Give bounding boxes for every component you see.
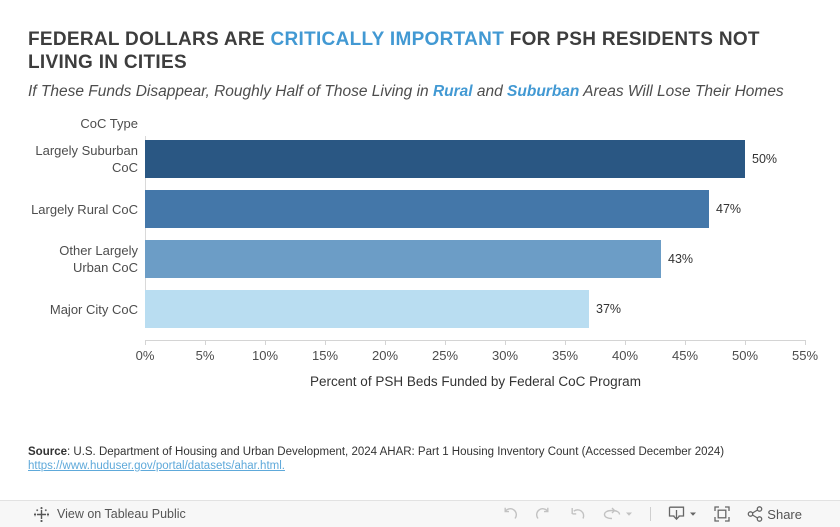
refresh-caret-icon: [626, 512, 633, 516]
x-axis-tick-label: 55%: [791, 348, 819, 363]
x-axis-tick: [565, 340, 566, 345]
tableau-logo-icon: [34, 506, 49, 522]
download-icon: [669, 506, 685, 521]
source-note: Source: U.S. Department of Housing and U…: [28, 445, 808, 473]
x-axis-tick-label: 25%: [431, 348, 459, 363]
subtitle-accent-rural: Rural: [432, 83, 473, 100]
x-axis-tick-label: 10%: [251, 348, 279, 363]
toolbar-actions: Share: [501, 506, 840, 522]
category-column-header: CoC Type: [80, 116, 138, 131]
bar-category-label: Largely Suburban CoC: [35, 143, 138, 175]
download-button[interactable]: [668, 506, 697, 522]
revert-button[interactable]: [569, 507, 586, 521]
view-on-tableau-public-label: View on Tableau Public: [57, 507, 186, 521]
x-axis-tick: [205, 340, 206, 345]
share-icon: [747, 506, 763, 522]
bar-zone: 37%: [145, 290, 805, 328]
x-axis-tick-label: 45%: [671, 348, 699, 363]
share-label: Share: [767, 506, 802, 522]
undo-icon: [504, 507, 518, 519]
x-axis-tick: [145, 340, 146, 345]
redo-icon: [536, 507, 549, 519]
header: FEDERAL DOLLARS ARE CRITICALLY IMPORTANT…: [0, 0, 840, 102]
x-axis-tick-label: 40%: [611, 348, 639, 363]
bar-value-label: 47%: [716, 202, 742, 216]
x-axis-tick-label: 5%: [195, 348, 215, 363]
fullscreen-button[interactable]: [714, 506, 730, 522]
download-caret-icon: [690, 512, 697, 516]
fullscreen-icon: [714, 506, 730, 522]
x-axis-tick-label: 0%: [135, 348, 155, 363]
bar-value-label: 50%: [752, 152, 778, 166]
bar-category-label: Other Largely Urban CoC: [59, 243, 138, 275]
bar-row: Other Largely Urban CoC 43%: [28, 240, 840, 278]
undo-button[interactable]: [501, 507, 518, 521]
bar-category-label: Major City CoC: [49, 301, 138, 317]
share-button[interactable]: Share: [747, 506, 802, 522]
bar-zone: 43%: [145, 240, 805, 278]
x-axis-tick: [445, 340, 446, 345]
bar-value-label: 37%: [596, 302, 622, 316]
x-axis-title: Percent of PSH Beds Funded by Federal Co…: [310, 374, 641, 389]
subtitle-accent-suburban: Suburban: [507, 83, 580, 100]
subtitle-text: If These Funds Disappear, Roughly Half o…: [28, 83, 433, 100]
x-axis-tick-label: 15%: [311, 348, 339, 363]
bar-zone: 50%: [145, 140, 805, 178]
x-axis-tick: [325, 340, 326, 345]
toolbar-divider: [650, 507, 652, 521]
bar-row: Largely Rural CoC 47%: [28, 190, 840, 228]
bar-category-label: Largely Rural CoC: [31, 201, 138, 217]
x-axis-tick: [745, 340, 746, 345]
revert-icon: [571, 508, 585, 519]
chart-rows: Largely Suburban CoC 50% Largely Rural CoC…: [28, 136, 840, 328]
x-axis-tick-label: 30%: [491, 348, 519, 363]
bar-largely-rural-coc[interactable]: [145, 190, 709, 228]
title-text-2: FOR PSH RESIDENTS NOT LIVING IN CITIES: [28, 29, 760, 73]
bar-row: Major City CoC 37%: [28, 290, 840, 328]
bar-largely-suburban-coc[interactable]: [145, 140, 745, 178]
x-axis-tick-label: 50%: [731, 348, 759, 363]
page-title: FEDERAL DOLLARS ARE CRITICALLY IMPORTANT…: [28, 28, 803, 74]
bar-value-label: 43%: [668, 252, 694, 266]
source-line: Source: U.S. Department of Housing and U…: [28, 445, 808, 459]
source-label: Source: [28, 446, 67, 458]
x-axis-tick: [805, 340, 806, 345]
bar-row: Largely Suburban CoC 50%: [28, 140, 840, 178]
subtitle-text-3: Areas Will Lose Their Homes: [579, 83, 784, 100]
redo-button[interactable]: [535, 507, 552, 521]
refresh-button[interactable]: [603, 507, 633, 521]
tableau-toolbar: View on Tableau Public: [0, 500, 840, 527]
bar-major-city-coc[interactable]: [145, 290, 589, 328]
page-subtitle: If These Funds Disappear, Roughly Half o…: [28, 81, 788, 102]
source-text: : U.S. Department of Housing and Urban D…: [67, 446, 725, 458]
x-axis-tick: [385, 340, 386, 345]
y-axis-line: [145, 136, 146, 328]
title-text: FEDERAL DOLLARS ARE: [28, 29, 271, 50]
bar-chart: CoC Type Largely Suburban CoC 50% Largely …: [0, 116, 840, 389]
refresh-icon: [604, 507, 621, 520]
title-accent-text: CRITICALLY IMPORTANT: [270, 29, 505, 50]
x-axis-tick: [505, 340, 506, 345]
view-on-tableau-public-button[interactable]: View on Tableau Public: [0, 506, 501, 522]
bar-zone: 47%: [145, 190, 805, 228]
x-axis-tick: [685, 340, 686, 345]
subtitle-text-2: and: [472, 83, 508, 100]
x-axis-tick-label: 20%: [371, 348, 399, 363]
source-link[interactable]: https://www.huduser.gov/portal/datasets/…: [28, 460, 285, 472]
bar-other-largely-urban-coc[interactable]: [145, 240, 661, 278]
x-axis-tick: [625, 340, 626, 345]
x-axis-tick: [265, 340, 266, 345]
x-axis: 0% 5% 10% 15% 20% 25% 30% 35% 40% 45% 50% 55%: [136, 340, 818, 363]
x-axis-tick-label: 35%: [551, 348, 579, 363]
